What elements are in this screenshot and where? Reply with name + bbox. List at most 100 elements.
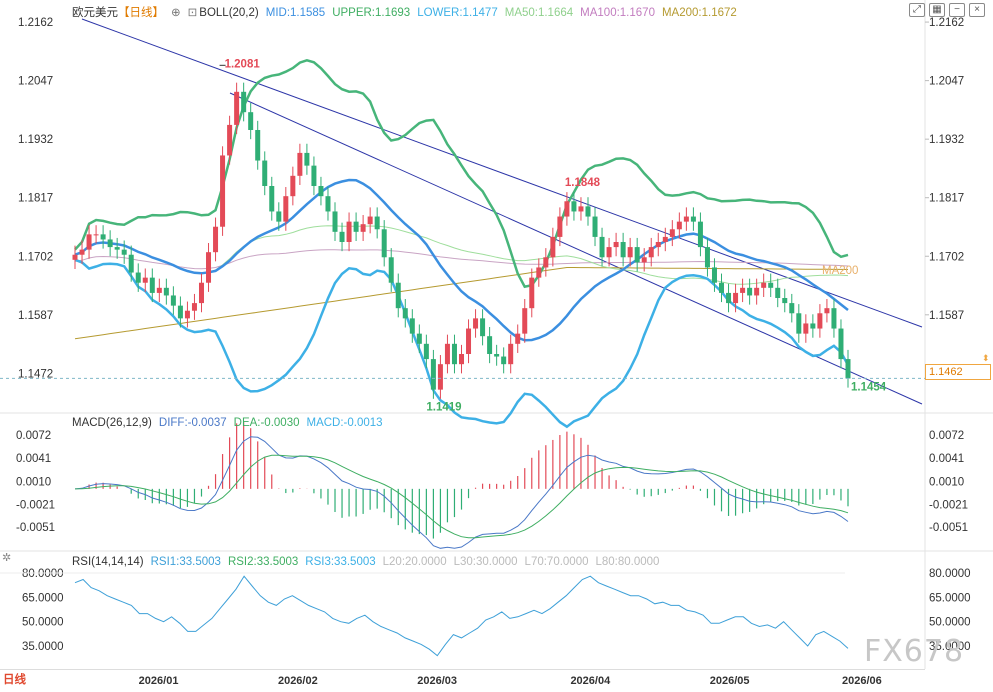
watermark-logo: FX678	[864, 634, 965, 669]
candle-body	[198, 282, 204, 304]
macd-diff-value: DIFF:-0.0037	[158, 417, 227, 429]
macd-y-label: -0.0021	[929, 500, 968, 512]
boll-upper-value: UPPER:1.1693	[332, 7, 411, 19]
candle-body	[838, 328, 844, 360]
close-icon[interactable]: ×	[969, 3, 985, 17]
low-label-2: 1.1454	[851, 382, 887, 394]
l30-value: L30:30.0000	[453, 556, 518, 568]
y-tick-label: 1.1587	[929, 310, 964, 322]
candle-body	[276, 211, 282, 222]
candle-body	[297, 152, 303, 176]
candle-body	[121, 249, 127, 255]
candle-body	[311, 165, 317, 186]
candle-body	[817, 313, 823, 329]
candle-body	[704, 247, 710, 268]
candle-body	[690, 216, 696, 222]
candle-body	[571, 201, 577, 212]
candle-body	[269, 186, 275, 212]
candle-body	[444, 343, 450, 365]
x-tick-label: 2026/05	[710, 675, 750, 687]
candle-body	[416, 333, 422, 344]
period-label: 【日线】	[118, 7, 164, 19]
candle-body	[374, 216, 380, 230]
main-indicator-bar: 欧元美元【日线】 ⊕ ⊡ BOLL(20,2) MID:1.1585 UPPER:1.16…	[72, 4, 744, 20]
candle-body	[747, 287, 753, 296]
rsi3-value: RSI3:33.5003	[305, 556, 376, 568]
candle-body	[810, 323, 816, 329]
candle-body	[191, 303, 197, 311]
candle-body	[529, 277, 535, 309]
candle-body	[86, 234, 92, 250]
candle-body	[501, 356, 507, 365]
candle-body	[536, 267, 542, 278]
candle-body	[719, 282, 725, 293]
minus-icon[interactable]: −	[949, 3, 965, 17]
candle-body	[459, 354, 464, 365]
candle-body	[227, 124, 233, 156]
candle-body	[845, 359, 851, 379]
candle-body	[487, 336, 493, 354]
candle-body	[620, 242, 626, 258]
candle-body	[782, 298, 788, 304]
candle-body	[550, 236, 556, 258]
candle-body	[824, 308, 830, 314]
y-tick-label: 1.2162	[929, 17, 964, 29]
y-tick-label-left: 1.1932	[18, 134, 53, 146]
macd-y-label: 0.0072	[929, 430, 964, 442]
macd-y-label-left: -0.0021	[16, 500, 55, 512]
gear-icon[interactable]: ✲	[2, 552, 12, 564]
y-tick-label-left: 1.1702	[18, 251, 53, 263]
macd-y-label-left: 0.0010	[16, 476, 51, 488]
high-label-2: 1.1848	[565, 177, 601, 189]
candle-body	[114, 247, 120, 250]
candle-body	[775, 287, 781, 298]
candle-body	[170, 295, 176, 306]
period-button[interactable]: 日线	[3, 674, 26, 686]
candle-body	[156, 287, 162, 293]
l70-value: L70:70.0000	[524, 556, 589, 568]
rsi-y-label: 65.0000	[929, 592, 971, 604]
candle-body	[437, 364, 443, 390]
candle-body	[648, 247, 654, 258]
x-axis[interactable]	[0, 669, 925, 688]
y-tick-label: 1.2047	[929, 76, 964, 88]
macd-y-label: 0.0041	[929, 453, 964, 465]
candle-body	[234, 91, 240, 125]
mouse-icon[interactable]: ⊡	[187, 7, 198, 19]
candle-body	[262, 160, 268, 186]
ma200-value: MA200:1.1672	[661, 7, 737, 19]
y-tick-label-left: 1.2162	[18, 17, 53, 29]
settings-icon[interactable]: ▦	[929, 3, 945, 17]
candle-body	[669, 229, 675, 237]
ma100-line	[74, 249, 849, 270]
candle-body	[430, 359, 436, 390]
macd-y-label: 0.0010	[929, 476, 964, 488]
macd-dea-line	[74, 454, 849, 539]
low-label-1: 1.1419	[426, 401, 461, 413]
macd-label: MACD(26,12,9)	[72, 417, 152, 429]
candle-body	[768, 282, 774, 288]
candle-body	[353, 221, 359, 232]
candle-body	[543, 257, 549, 268]
candle-body	[388, 257, 394, 283]
boll-label: BOLL(20,2)	[199, 7, 259, 19]
rsi-y-label-left: 65.0000	[22, 592, 64, 604]
x-tick-label: 2026/04	[570, 675, 611, 687]
trendline-lower	[229, 92, 923, 405]
candle-body	[726, 292, 732, 304]
candle-body	[557, 216, 563, 237]
current-price-box: 1.1462	[925, 364, 991, 380]
ma50-line	[74, 225, 849, 285]
candle-body	[451, 343, 457, 365]
y-tick-label-left: 1.2047	[18, 76, 53, 88]
x-tick-label: 2026/01	[139, 675, 179, 687]
candle-body	[592, 216, 598, 237]
rsi1-value: RSI1:33.5003	[150, 556, 221, 568]
add-icon[interactable]: ⊕	[171, 7, 181, 19]
rsi-y-label: 50.0000	[929, 617, 971, 629]
candle-body	[241, 91, 247, 113]
fullscreen-icon[interactable]: ⤢	[909, 3, 925, 17]
rsi-y-label-left: 35.0000	[22, 641, 64, 653]
